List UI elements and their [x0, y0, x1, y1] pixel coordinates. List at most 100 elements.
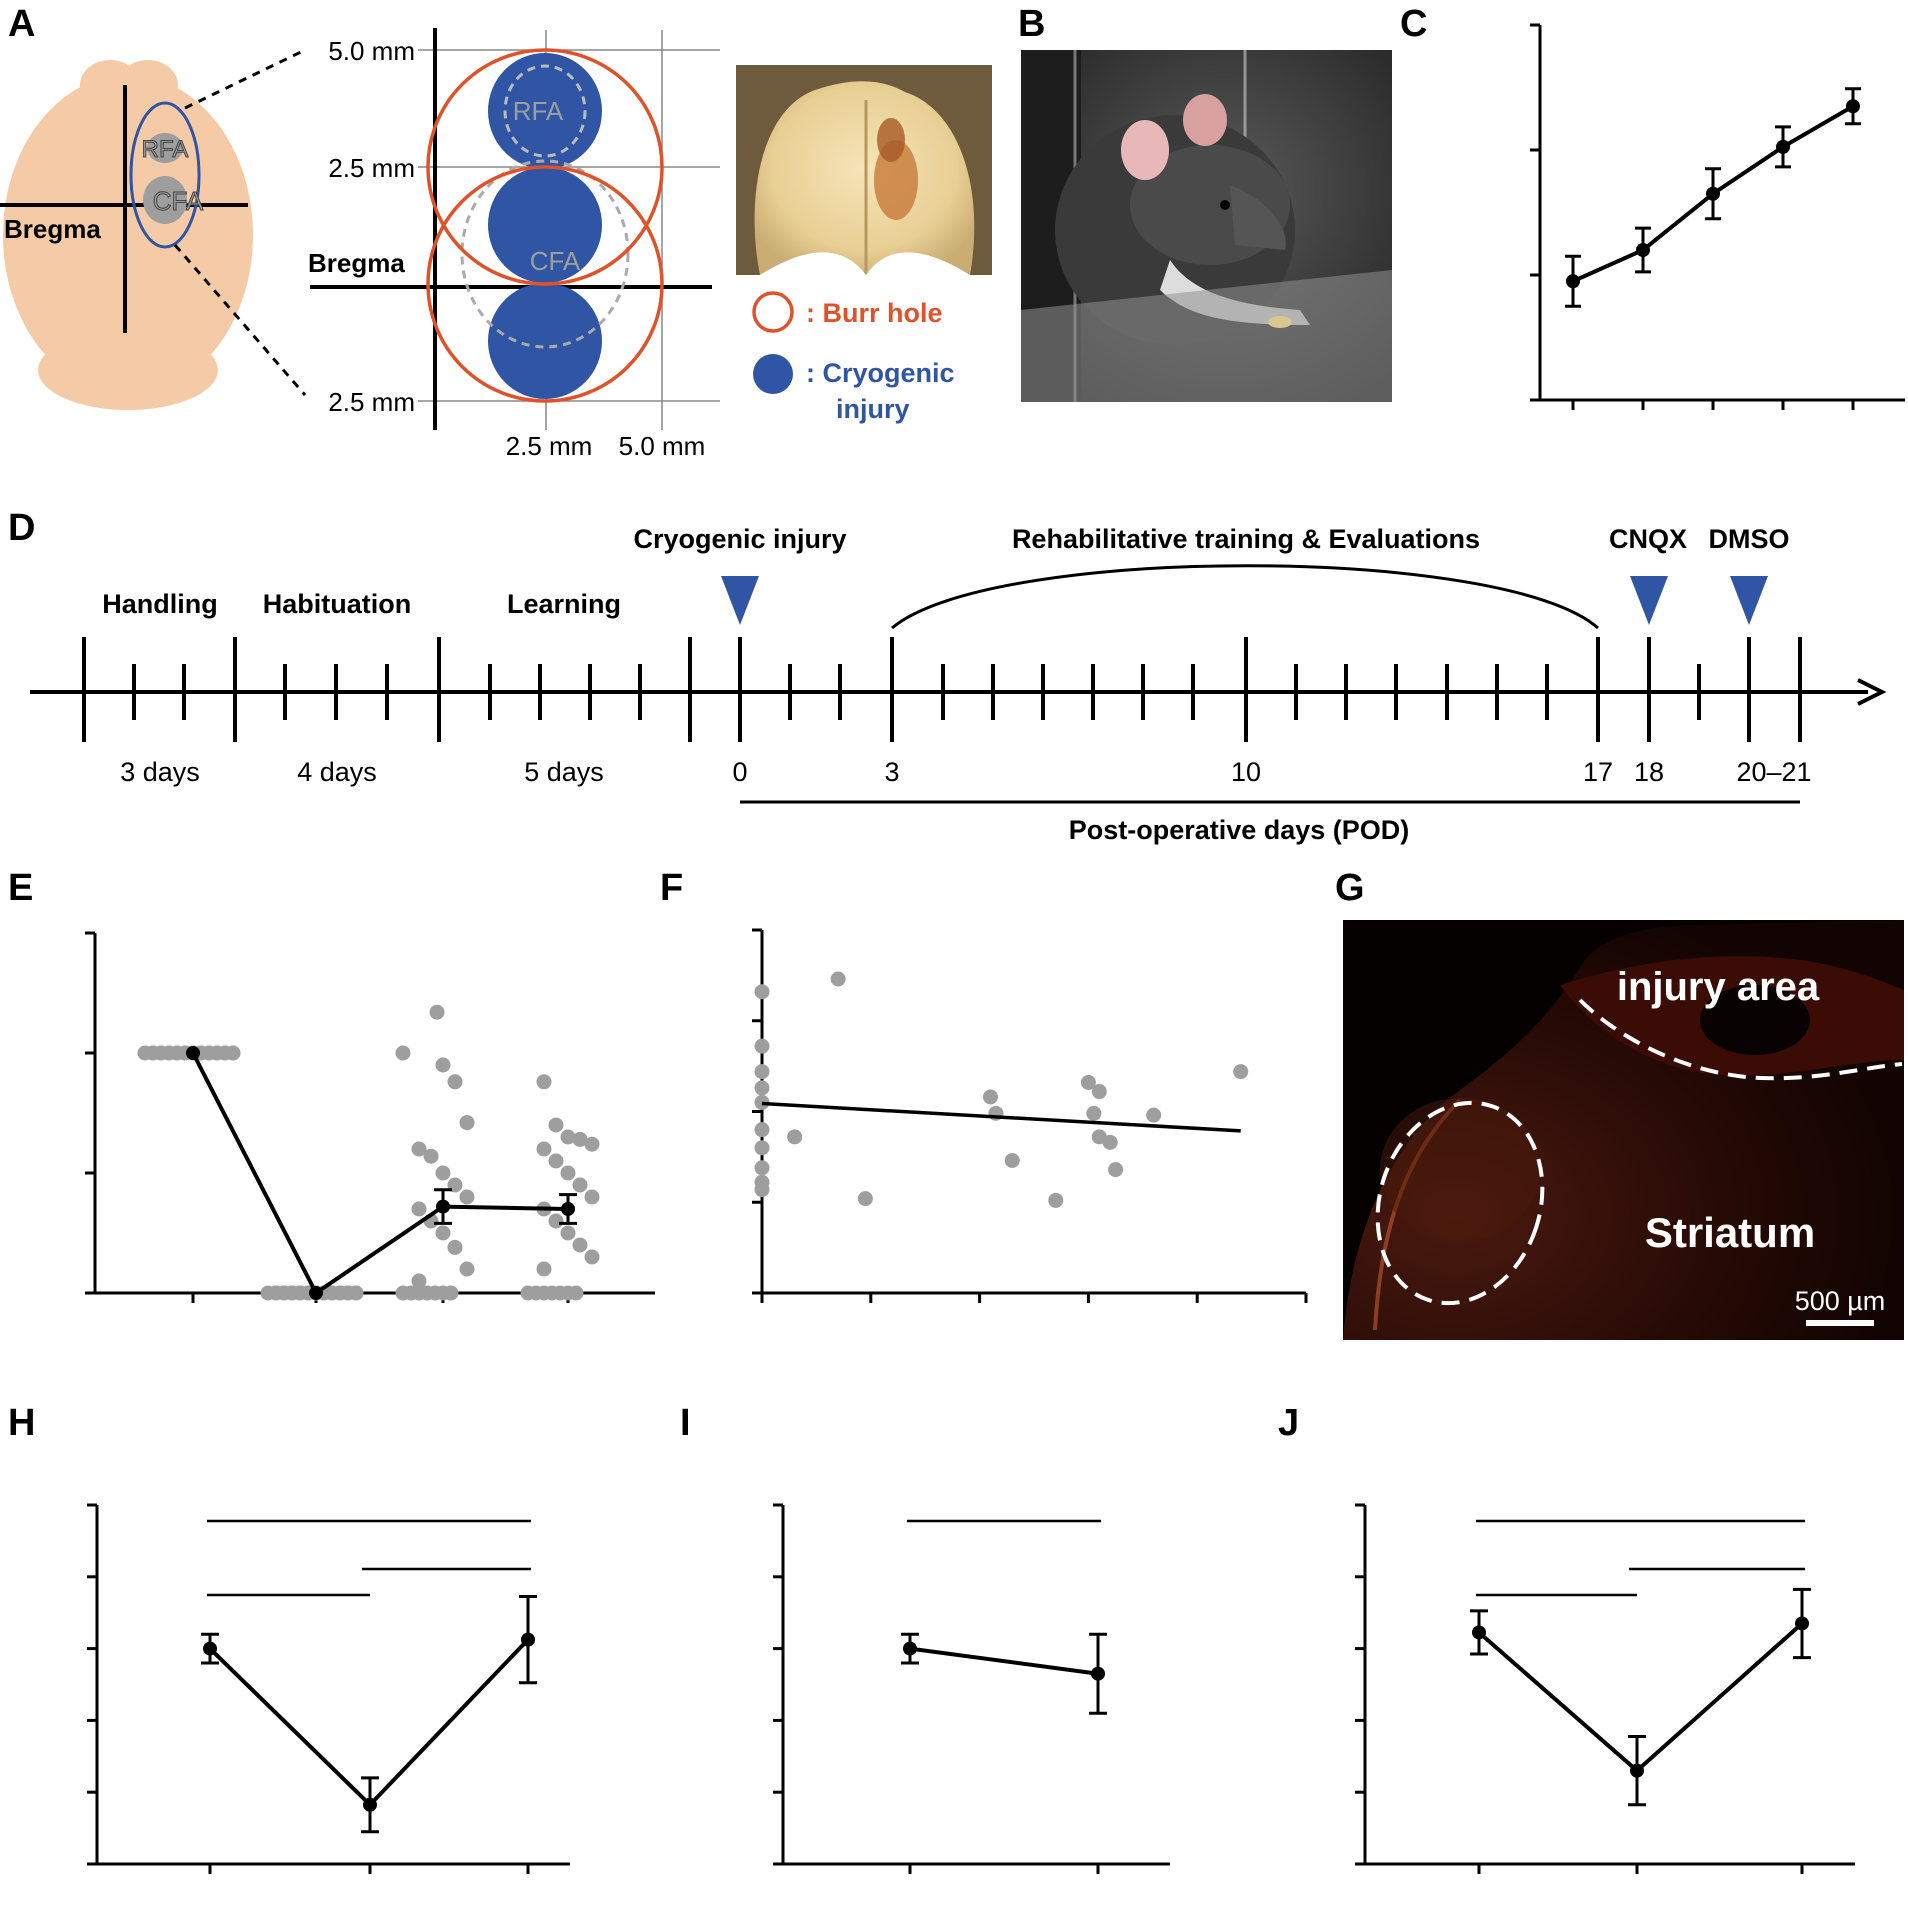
scatter-point	[857, 1191, 873, 1207]
brain-cfa-label: CFA	[153, 186, 204, 216]
individual-point	[447, 1239, 463, 1255]
individual-point	[572, 1131, 588, 1147]
event-marker-cnqx	[1630, 576, 1668, 625]
mean-point	[561, 1202, 575, 1216]
data-point	[1091, 1666, 1105, 1681]
timeline: Handling Habituation Learning Cryogenic …	[30, 524, 1887, 845]
individual-point	[584, 1189, 600, 1205]
legend-injury: injury	[836, 394, 910, 424]
chart-recovery-over-time	[85, 931, 655, 1303]
brain-rfa-label: RFA	[142, 136, 189, 163]
individual-point	[572, 1237, 588, 1253]
scale-bar-label: 500 µm	[1795, 1286, 1886, 1316]
pod-axis-title: Post-operative days (POD)	[1069, 815, 1410, 845]
individual-point	[411, 1201, 427, 1217]
scatter-point	[1086, 1105, 1102, 1121]
scatter-point	[754, 1094, 770, 1110]
legend-burr-hole: : Burr hole	[806, 298, 943, 328]
duration-5-days: 5 days	[524, 757, 604, 787]
duration-3-days: 3 days	[120, 757, 200, 787]
individual-point	[435, 1225, 451, 1241]
scatter-point	[1091, 1084, 1107, 1100]
data-point	[1776, 139, 1790, 154]
series-line	[1477, 1621, 1804, 1774]
pod-tick-17: 17	[1583, 757, 1613, 787]
scatter-point	[1102, 1134, 1118, 1150]
data-point	[903, 1641, 917, 1656]
individual-point	[548, 1117, 564, 1133]
y-tick-2-5mm-top: 2.5 mm	[328, 153, 415, 183]
pod-tick-0: 0	[732, 757, 747, 787]
zoom-bregma-label: Bregma	[308, 248, 405, 278]
individual-point	[548, 1213, 564, 1229]
individual-point	[395, 1045, 411, 1061]
event-rehab: Rehabilitative training & Evaluations	[1012, 524, 1480, 554]
panel-letter-a: A	[8, 3, 35, 45]
series-line	[909, 1646, 1099, 1676]
x-tick-5mm: 5.0 mm	[619, 431, 706, 461]
individual-point	[459, 1115, 475, 1131]
data-point	[1846, 99, 1860, 114]
pod-tick-20-21: 20–21	[1736, 757, 1811, 787]
event-dmso: DMSO	[1709, 524, 1790, 554]
data-point	[1706, 186, 1720, 201]
individual-point	[560, 1165, 576, 1181]
mean-point	[436, 1199, 450, 1214]
data-point	[1472, 1625, 1486, 1640]
scatter-point	[754, 1080, 770, 1096]
scatter-point	[1004, 1153, 1020, 1169]
x-tick-2-5mm: 2.5 mm	[506, 431, 593, 461]
scatter-point	[982, 1089, 998, 1105]
chart-edonerpic	[1355, 1503, 1855, 1874]
scatter-point	[787, 1129, 803, 1145]
individual-point	[443, 1285, 459, 1301]
event-cryogenic-injury: Cryogenic injury	[633, 524, 846, 554]
zoom-region-outline	[129, 101, 201, 249]
rehab-bracket	[891, 564, 1599, 630]
scatter-point	[1048, 1192, 1064, 1208]
individual-point	[568, 1285, 584, 1301]
individual-point	[536, 1261, 552, 1277]
panel-letter-i: I	[680, 1402, 691, 1444]
event-marker-injury	[721, 576, 759, 625]
data-point	[203, 1641, 217, 1656]
individual-point	[572, 1177, 588, 1193]
chart-success-rate	[1530, 23, 1905, 410]
mean-point	[186, 1046, 200, 1060]
individual-point	[459, 1261, 475, 1277]
panel-letter-g: G	[1335, 867, 1365, 909]
brain-photo	[736, 65, 992, 275]
timeline-arrowhead	[1857, 678, 1887, 706]
y-tick-5mm: 5.0 mm	[328, 36, 415, 66]
phase-learning: Learning	[507, 589, 621, 619]
data-point	[521, 1632, 535, 1647]
chart-natural-cnqx	[87, 1503, 570, 1874]
individual-point	[548, 1153, 564, 1169]
individual-point	[435, 1057, 451, 1073]
data-point	[1630, 1763, 1644, 1778]
brain-schematic	[3, 60, 253, 410]
pod-tick-10: 10	[1231, 757, 1261, 787]
scatter-point	[1146, 1107, 1162, 1123]
scatter-point	[754, 1160, 770, 1176]
mean-line	[191, 1052, 569, 1296]
scatter-point	[1233, 1064, 1249, 1080]
striatum-label: Striatum	[1645, 1209, 1815, 1256]
individual-point	[560, 1225, 576, 1241]
brain-bregma-label: Bregma	[4, 214, 101, 244]
data-point	[363, 1797, 377, 1812]
scatter-point	[754, 984, 770, 1000]
histology-image: injury area Striatum 500 µm	[1343, 920, 1904, 1340]
zoom-cfa-label: CFA	[530, 246, 581, 276]
y-tick-2-5mm-bottom: 2.5 mm	[328, 387, 415, 417]
pod-tick-18: 18	[1634, 757, 1664, 787]
scatter-point	[1080, 1074, 1096, 1090]
panel-letter-b: B	[1018, 3, 1045, 45]
scatter-point	[754, 1122, 770, 1138]
pod-tick-3: 3	[884, 757, 899, 787]
data-point	[1795, 1616, 1809, 1631]
individual-point	[423, 1148, 439, 1164]
scatter-point	[1108, 1162, 1124, 1178]
legend-cryogenic: : Cryogenic	[806, 358, 955, 388]
scatter-point	[830, 971, 846, 987]
